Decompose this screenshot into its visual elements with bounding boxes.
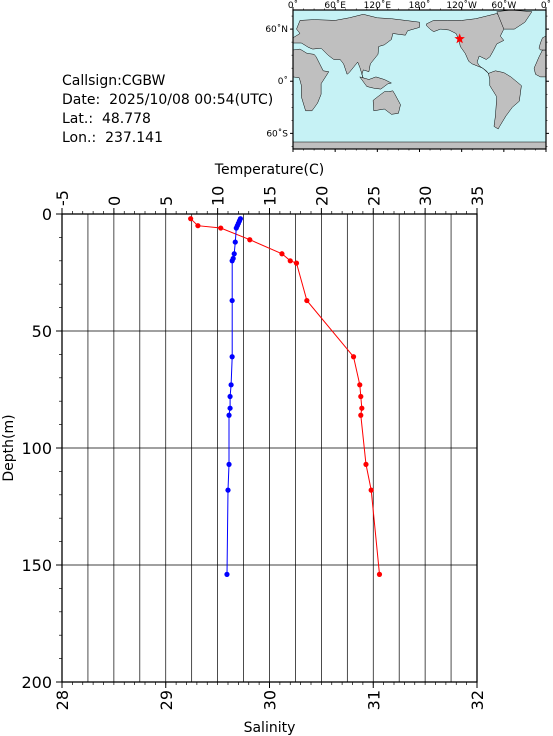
salinity-point xyxy=(231,251,237,257)
temperature-point xyxy=(376,571,383,577)
land-europe-asia xyxy=(292,14,420,79)
map-lat-label: 60˚N xyxy=(265,24,288,35)
depth-tick-label: 100 xyxy=(21,439,52,458)
map-lon-label: 0˚ xyxy=(541,0,551,11)
callsign-label: Callsign: xyxy=(62,73,122,89)
salinity-point xyxy=(227,393,233,400)
temperature-tick-label: 20 xyxy=(312,186,331,206)
temperature-point xyxy=(287,258,293,264)
lat-row: Lat.: 48.778 xyxy=(62,110,273,129)
salinity-point xyxy=(226,412,232,418)
lon-row: Lon.: 237.141 xyxy=(62,129,273,148)
date-value: 2025/10/08 00:54(UTC) xyxy=(109,92,274,108)
depth-tick-label: 150 xyxy=(21,556,52,575)
land-north-america xyxy=(426,13,505,74)
depth-tick-label: 0 xyxy=(42,205,52,224)
map-lon-label: 60˚E xyxy=(324,0,346,11)
depth-tick-label: 50 xyxy=(32,322,52,341)
temperature-tick-label: 5 xyxy=(157,196,176,206)
salinity-point xyxy=(229,297,235,304)
temperature-tick-label: -5 xyxy=(53,190,72,206)
temperature-point xyxy=(359,405,365,411)
map-lat-label: 0˚ xyxy=(278,76,288,87)
map-lon-label: 60˚W xyxy=(491,0,516,11)
salinity-point xyxy=(229,258,235,264)
land-australia xyxy=(372,90,401,115)
temperature-point xyxy=(368,487,374,493)
salinity-tick-label: 31 xyxy=(364,690,383,710)
salinity-point xyxy=(226,461,232,467)
temperature-point xyxy=(363,461,369,467)
temperature-tick-label: 25 xyxy=(364,186,383,206)
temperature-tick-label: 15 xyxy=(261,186,280,206)
station-marker xyxy=(454,33,465,44)
temperature-point xyxy=(188,216,194,222)
salinity-axis-label: Salinity xyxy=(244,720,296,736)
land-south-america xyxy=(488,70,522,130)
date-label: Date: xyxy=(62,92,101,108)
salinity-point xyxy=(232,239,238,245)
salinity-point xyxy=(224,571,230,577)
lon-value: 237.141 xyxy=(105,130,163,146)
lat-label: Lat.: xyxy=(62,111,94,127)
salinity-tick-label: 30 xyxy=(261,690,280,710)
depth-axis-label: Depth(m) xyxy=(1,414,17,481)
map-lon-label: 120˚E xyxy=(364,0,392,11)
salinity-tick-label: 28 xyxy=(53,690,72,710)
land-indonesia xyxy=(359,76,393,90)
salinity-point xyxy=(227,405,233,411)
salinity-tick-label: 29 xyxy=(157,690,176,710)
temperature-point xyxy=(218,225,224,231)
salinity-tick-label: 32 xyxy=(468,690,487,710)
land-africa xyxy=(292,48,330,112)
lat-value: 48.778 xyxy=(101,111,151,127)
temperature-tick-label: 0 xyxy=(105,196,124,206)
salinity-point xyxy=(228,382,234,388)
map-lon-label: 120˚W xyxy=(446,0,477,11)
temperature-axis-label: Temperature(C) xyxy=(214,162,324,178)
station-info: Callsign:CGBW Date: 2025/10/08 00:54(UTC… xyxy=(62,72,273,148)
land-greenland xyxy=(496,9,533,30)
depth-tick-label: 200 xyxy=(21,673,52,692)
temperature-point xyxy=(358,393,364,400)
salinity-point xyxy=(233,225,239,231)
temperature-point xyxy=(247,237,253,243)
lon-label: Lon.: xyxy=(62,130,97,146)
temperature-point xyxy=(293,260,300,266)
salinity-point xyxy=(225,487,231,493)
map-lon-label: 180˚ xyxy=(409,0,431,11)
temperature-point xyxy=(279,251,285,257)
temperature-point xyxy=(304,297,310,304)
map-lat-label: 60˚S xyxy=(266,128,288,139)
temperature-point xyxy=(358,412,364,418)
temperature-line xyxy=(190,218,380,575)
callsign-value: CGBW xyxy=(121,73,166,89)
map-lon-label: 0˚ xyxy=(288,0,298,11)
temperature-tick-label: 30 xyxy=(416,186,435,206)
callsign-row: Callsign:CGBW xyxy=(62,72,273,91)
temperature-point xyxy=(357,382,363,388)
temperature-tick-label: 35 xyxy=(468,186,487,206)
date-row: Date: 2025/10/08 00:54(UTC) xyxy=(62,91,273,110)
salinity-point xyxy=(229,354,235,360)
temperature-point xyxy=(195,223,201,229)
temperature-tick-label: 10 xyxy=(209,186,228,206)
temperature-point xyxy=(350,354,357,360)
